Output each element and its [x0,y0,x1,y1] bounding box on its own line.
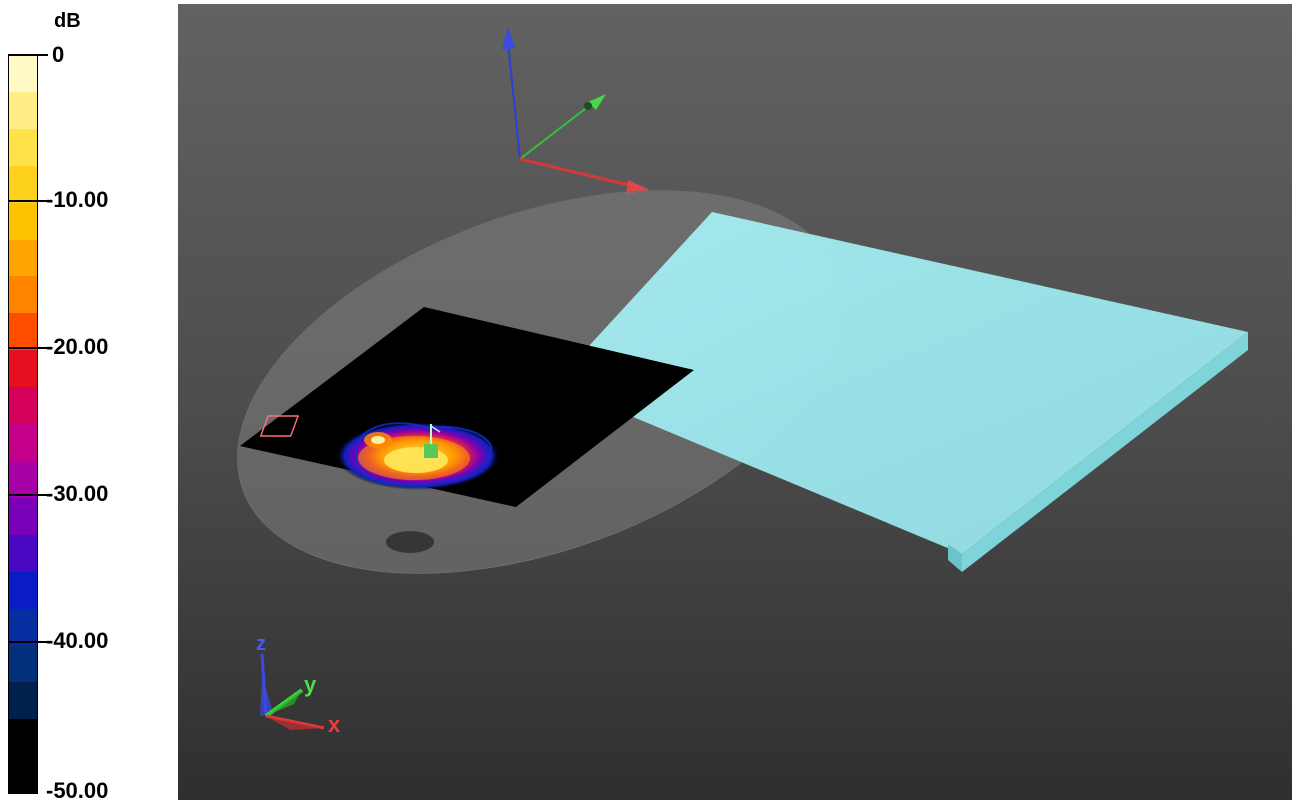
legend-color-segment [9,682,37,720]
plate-side-face [962,332,1248,572]
color-scale-legend: dB 0 -10.00 -20.00 -30.00 -40.00 -50.00 [0,0,176,802]
legend-label-50: -50.00 [46,778,109,802]
legend-unit-label: dB [54,10,81,32]
legend-color-segment [9,276,37,314]
legend-color-segment [9,55,37,92]
legend-color-segment [9,460,37,498]
legend-color-segment [9,608,37,646]
legend-label-20: -20.00 [46,334,109,359]
world-y-marker [584,102,592,110]
world-x-axis [519,157,634,188]
world-axes [502,26,650,194]
legend-label-40: -40.00 [46,628,109,653]
legend-color-segment [9,387,37,425]
legend-color-segment [9,91,37,129]
legend-color-segment [9,756,37,794]
legend-color-segment [9,165,37,203]
legend-color-segment [9,571,37,609]
triad-x-label: x [328,712,341,737]
triad-y-fin [266,690,302,716]
legend-color-segment [9,719,37,757]
legend-color-segment [9,202,37,240]
legend-color-segment [9,645,37,683]
legend-color-segment [9,424,37,461]
legend-label-30: -30.00 [46,481,109,506]
color-scale-bar [8,54,38,794]
legend-color-segment [9,534,37,572]
triad-y-label: y [304,672,317,697]
scan-area[interactable] [240,307,694,507]
sar-distribution [336,422,500,490]
orientation-triad: z y x [256,633,341,737]
source-marker [259,415,441,458]
legend-color-segment [9,497,37,535]
legend-tick-40 [8,641,48,643]
legend-color-segment [9,128,37,166]
legend-tick-30 [8,494,48,496]
legend-tick-10 [8,200,48,202]
world-z-axis [507,41,521,160]
phantom-hole [386,531,434,553]
triad-z-axis [260,653,268,717]
world-z-arrowhead [502,26,515,50]
dipole-plate[interactable] [554,212,1248,572]
triad-z-label: z [256,633,266,655]
3d-viewport[interactable]: z y x [178,4,1292,800]
plate-front-edge [948,544,962,572]
scene-canvas[interactable]: z y x [178,4,1292,800]
legend-label-10: -10.00 [46,187,109,212]
plate-top-face [554,212,1248,554]
legend-color-segment [9,350,37,388]
world-y-arrowhead [588,94,606,110]
legend-tick-20 [8,347,48,349]
legend-tick-0 [8,54,48,56]
world-y-axis [519,101,595,160]
legend-label-0: 0 [52,42,65,67]
legend-color-segment [9,239,37,277]
triad-x-fin [266,716,324,730]
legend-color-segment [9,313,37,351]
